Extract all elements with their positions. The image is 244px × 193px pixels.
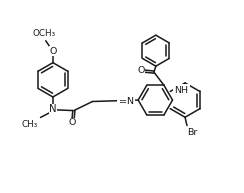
Text: =N: =N — [119, 97, 134, 106]
Text: Br: Br — [187, 128, 198, 137]
Text: O: O — [138, 66, 145, 75]
Text: N: N — [49, 104, 57, 114]
Text: O: O — [49, 47, 57, 56]
Text: O: O — [69, 119, 76, 127]
Text: CH₃: CH₃ — [22, 120, 38, 129]
Text: NH: NH — [174, 86, 188, 95]
Text: OCH₃: OCH₃ — [33, 29, 56, 38]
